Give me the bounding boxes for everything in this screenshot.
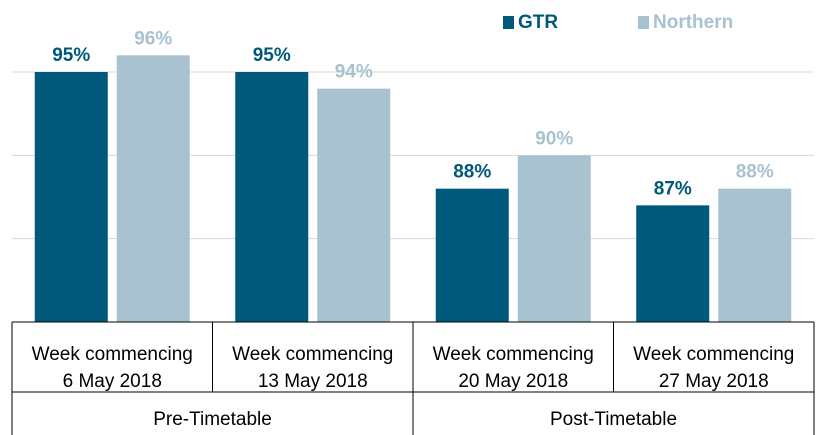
bar	[317, 88, 391, 323]
legend-swatch	[503, 16, 514, 29]
value-label: 87%	[654, 178, 692, 199]
value-label: 88%	[736, 162, 774, 183]
x-tick-label: Week commencing	[433, 344, 594, 365]
bar	[34, 72, 108, 322]
x-tick-label: 27 May 2018	[659, 371, 769, 392]
value-label: 96%	[134, 28, 172, 49]
legend-label: GTR	[518, 12, 558, 33]
legend-label: Northern	[653, 12, 733, 33]
value-label: 94%	[335, 62, 373, 83]
value-label: 95%	[253, 45, 291, 66]
value-label: 90%	[535, 128, 573, 149]
bar	[235, 72, 309, 322]
x-tick-label: 20 May 2018	[458, 371, 568, 392]
x-tick-label: 6 May 2018	[63, 371, 162, 392]
legend-swatch	[638, 16, 649, 29]
bar	[636, 205, 710, 322]
bar	[517, 155, 591, 322]
x-tick-label: 13 May 2018	[258, 371, 368, 392]
x-tick-label: Week commencing	[232, 344, 393, 365]
x-tick-label: Week commencing	[32, 344, 193, 365]
value-label: 95%	[52, 45, 90, 66]
group-label: Pre-Timetable	[153, 409, 272, 430]
value-label: 88%	[453, 162, 491, 183]
bar	[435, 188, 509, 322]
group-label: Post-Timetable	[550, 409, 677, 430]
bar	[116, 55, 190, 322]
bar	[718, 188, 792, 322]
x-tick-label: Week commencing	[633, 344, 794, 365]
